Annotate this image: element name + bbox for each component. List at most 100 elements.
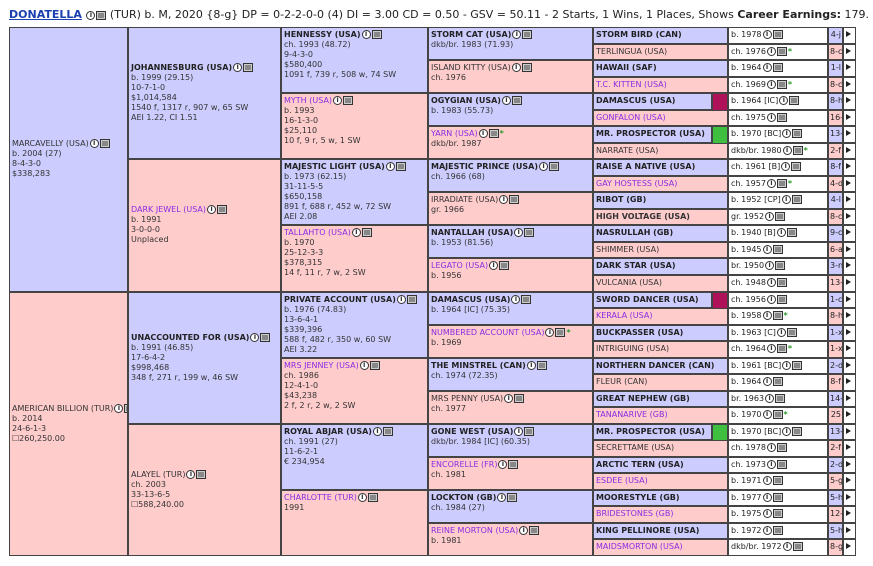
horse-name[interactable]: CHARLOTTE (TUR) <box>284 492 357 502</box>
ancestor-name-link[interactable]: ROYAL ABJAR (USA) i <box>284 426 425 437</box>
photo-icon[interactable] <box>395 162 406 172</box>
photo-icon[interactable] <box>792 145 803 155</box>
ancestor-name-link[interactable]: NUMBERED ACCOUNT (USA) i * <box>431 327 590 338</box>
info-icon[interactable]: i <box>372 426 382 436</box>
info-icon[interactable]: i <box>186 469 196 479</box>
horse-name[interactable]: MARCAVELLY (USA) <box>12 139 89 149</box>
photo-icon[interactable] <box>772 492 783 502</box>
ancestor-name-link[interactable]: ALAYEL (TUR) i <box>131 469 278 480</box>
photo-icon[interactable] <box>772 476 783 486</box>
expand-arrow-icon[interactable] <box>843 192 856 209</box>
horse-name[interactable]: MAJESTIC LIGHT (USA) <box>284 162 385 172</box>
expand-arrow-icon[interactable] <box>843 142 856 160</box>
horse-name[interactable]: STORM CAT (USA) <box>431 30 512 39</box>
info-icon[interactable]: i <box>762 410 772 420</box>
horse-name[interactable]: LEGATO (USA) <box>431 261 489 271</box>
expand-arrow-icon[interactable] <box>843 473 856 490</box>
horse-name[interactable]: ISLAND KITTY (USA) <box>431 63 511 73</box>
info-icon[interactable]: i <box>762 244 772 254</box>
info-icon[interactable]: i <box>233 63 243 73</box>
photo-icon[interactable] <box>786 228 797 238</box>
photo-icon[interactable] <box>792 360 803 370</box>
ancestor-name-link[interactable]: MRS JENNEY (USA) i <box>284 360 425 371</box>
expand-arrow-icon[interactable] <box>843 109 856 127</box>
info-icon[interactable]: i <box>781 162 791 172</box>
horse-name-link[interactable]: MAIDSMORTON (USA) <box>596 542 683 552</box>
ancestor-name-link[interactable]: GONE WEST (USA) i <box>431 426 590 437</box>
horse-name-link[interactable]: KERALA (USA) <box>596 311 653 321</box>
expand-arrow-icon[interactable] <box>843 208 856 226</box>
expand-arrow-icon[interactable] <box>843 539 856 556</box>
horse-name[interactable]: AMERICAN BILLION (TUR) <box>12 403 114 413</box>
expand-arrow-icon[interactable] <box>843 506 856 523</box>
info-icon[interactable]: i <box>512 30 522 39</box>
info-icon[interactable]: i <box>396 294 406 304</box>
info-icon[interactable]: i <box>361 30 371 39</box>
info-icon[interactable]: i <box>776 228 786 238</box>
photo-icon[interactable] <box>96 10 107 20</box>
photo-icon[interactable] <box>507 492 518 502</box>
photo-icon[interactable] <box>555 327 566 337</box>
horse-name[interactable]: LOCKTON (GB) <box>431 492 497 502</box>
horse-name-link[interactable]: DAMASCUS (USA) <box>596 96 676 106</box>
ancestor-name-link[interactable]: OGYGIAN (USA) i <box>431 96 590 106</box>
horse-name-link[interactable]: DARK STAR (USA) <box>596 261 676 271</box>
ancestor-name-link[interactable]: PRIVATE ACCOUNT (USA) i <box>284 294 425 305</box>
ancestor-name-link[interactable]: STORM CAT (USA) i <box>431 30 590 40</box>
horse-name-link[interactable]: VULCANIA (USA) <box>596 277 662 287</box>
info-icon[interactable]: i <box>781 195 791 205</box>
info-icon[interactable]: i <box>766 443 776 453</box>
expand-arrow-icon[interactable] <box>843 357 856 375</box>
photo-icon[interactable] <box>776 112 787 122</box>
photo-icon[interactable] <box>792 129 803 139</box>
expand-arrow-icon[interactable] <box>843 374 856 391</box>
info-icon[interactable]: i <box>511 63 521 73</box>
horse-name[interactable]: THE MINSTREL (CAN) <box>431 360 526 370</box>
info-icon[interactable]: i <box>765 211 775 221</box>
info-icon[interactable]: i <box>766 294 776 304</box>
horse-name[interactable]: HENNESSY (USA) <box>284 30 361 39</box>
expand-arrow-icon[interactable] <box>843 324 856 342</box>
photo-icon[interactable] <box>522 30 533 39</box>
info-icon[interactable]: i <box>497 492 507 502</box>
info-icon[interactable]: i <box>489 261 499 271</box>
expand-arrow-icon[interactable] <box>843 27 856 44</box>
ancestor-name-link[interactable]: ISLAND KITTY (USA) i <box>431 63 590 73</box>
horse-name[interactable]: NUMBERED ACCOUNT (USA) <box>431 327 545 337</box>
horse-name-link[interactable]: HAWAII (SAF) <box>596 63 657 73</box>
info-icon[interactable]: i <box>519 525 529 535</box>
info-icon[interactable]: i <box>385 162 395 172</box>
horse-name[interactable]: DAMASCUS (USA) <box>431 294 511 304</box>
horse-name-link[interactable]: ESDEE (USA) <box>596 476 648 486</box>
info-icon[interactable]: i <box>514 228 524 238</box>
horse-name[interactable]: OGYGIAN (USA) <box>431 96 501 106</box>
expand-arrow-icon[interactable] <box>843 291 856 309</box>
photo-icon[interactable] <box>776 443 787 453</box>
horse-name[interactable]: ALAYEL (TUR) <box>131 469 186 479</box>
ancestor-name-link[interactable]: JOHANNESBURG (USA) i <box>131 63 278 73</box>
info-icon[interactable]: i <box>782 426 792 436</box>
photo-icon[interactable] <box>343 96 354 106</box>
horse-name[interactable]: IRRADIATE (USA) <box>431 195 499 205</box>
info-icon[interactable]: i <box>478 129 488 139</box>
info-icon[interactable]: i <box>765 393 775 403</box>
ancestor-name-link[interactable]: UNACCOUNTED FOR (USA) i <box>131 332 278 343</box>
expand-arrow-icon[interactable] <box>843 407 856 424</box>
ancestor-name-link[interactable]: HENNESSY (USA) i <box>284 30 425 40</box>
horse-name-link[interactable]: TERLINGUA (USA) <box>596 46 668 56</box>
info-icon[interactable]: i <box>782 129 792 139</box>
expand-arrow-icon[interactable] <box>843 390 856 408</box>
horse-name-link[interactable]: SECRETTAME (USA) <box>596 443 675 453</box>
photo-icon[interactable] <box>406 294 417 304</box>
info-icon[interactable]: i <box>766 79 776 89</box>
photo-icon[interactable] <box>791 195 802 205</box>
photo-icon[interactable] <box>776 294 787 304</box>
photo-icon[interactable] <box>776 178 787 188</box>
horse-name[interactable]: DARK JEWEL (USA) <box>131 205 207 215</box>
horse-name[interactable]: ENCORELLE (FR) <box>431 459 498 469</box>
ancestor-name-link[interactable]: MRS PENNY (USA) i <box>431 393 590 404</box>
expand-arrow-icon[interactable] <box>843 43 856 61</box>
photo-icon[interactable] <box>99 139 110 149</box>
expand-arrow-icon[interactable] <box>843 175 856 193</box>
info-icon[interactable]: i <box>779 96 789 106</box>
